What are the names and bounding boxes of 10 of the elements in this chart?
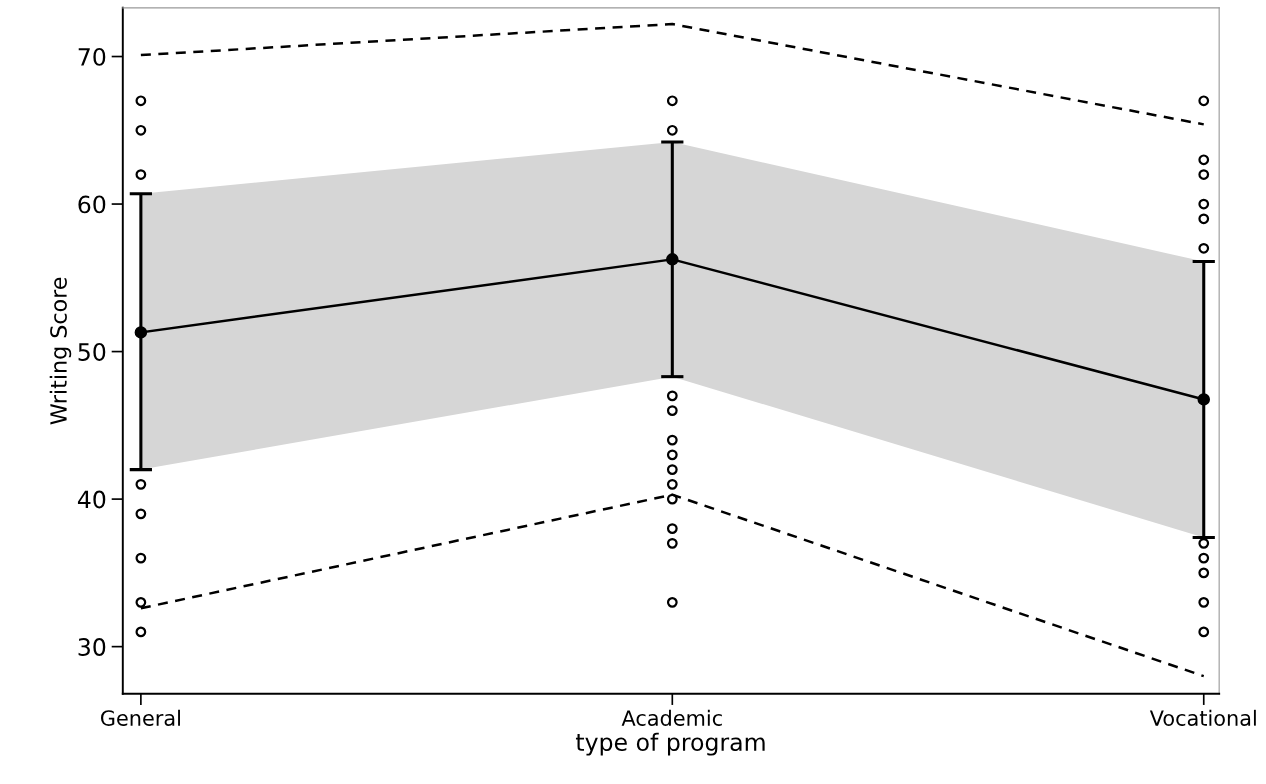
- x-axis-title: type of program: [575, 732, 765, 756]
- y-axis-title: Writing Score: [49, 277, 72, 425]
- y-tick-label: 60: [78, 195, 106, 214]
- x-tick-label: Academic: [621, 709, 722, 726]
- y-tick-label: 40: [77, 490, 106, 509]
- x-tick-label: Vocational: [1149, 709, 1256, 726]
- y-tick-label: 30: [78, 638, 106, 656]
- y-tick-label: 50: [78, 343, 106, 361]
- x-tick-label: General: [100, 709, 180, 726]
- y-tick-label: 70: [78, 47, 106, 66]
